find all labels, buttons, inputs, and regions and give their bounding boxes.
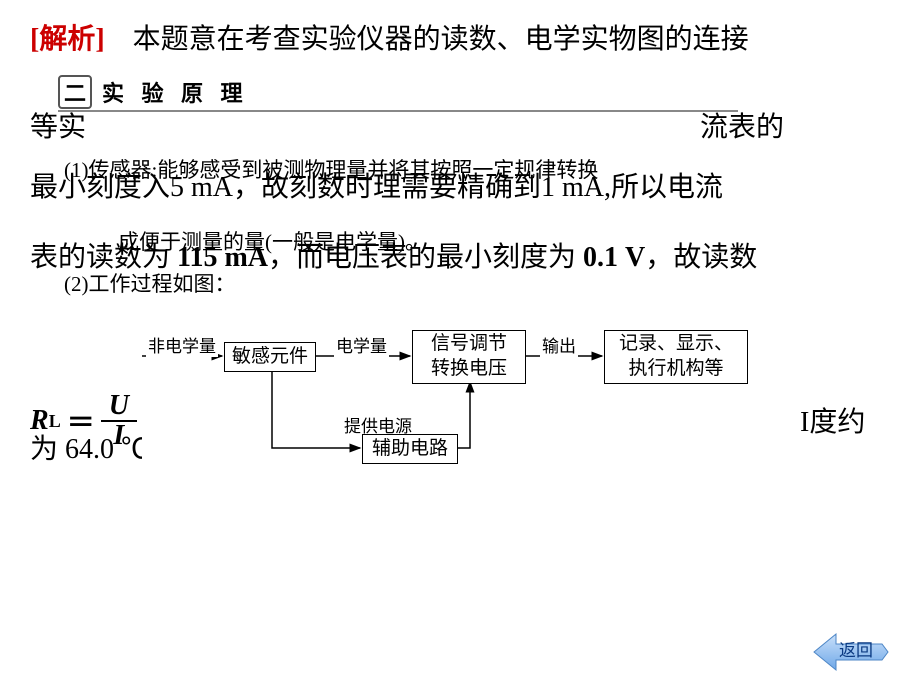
fraction-num: U — [101, 392, 137, 422]
node-sensitive: 敏感元件 — [224, 342, 316, 372]
node-aux: 辅助电路 — [362, 434, 458, 464]
edge-label-2: 电学量 — [334, 332, 389, 357]
l4e: ，故读数 — [645, 242, 757, 273]
node-signal: 信号调节 转换电压 — [412, 330, 526, 384]
analysis-label: [解析] — [30, 24, 105, 55]
edge-label-3: 输出 — [540, 332, 578, 357]
flow-diagram: 非电学量 电学量 输出 提供电源 敏感元件 信号调节 转换电压 记录、显示、 执… — [142, 320, 782, 480]
node3b-label: 执行机构等 — [628, 357, 723, 382]
section-underline — [58, 110, 738, 112]
line-1: [解析] 本题意在考查实验仪器的读数、电学实物图的连接 — [30, 12, 890, 68]
node2a-label: 信号调节 — [431, 332, 507, 357]
return-label: 返回 — [839, 641, 873, 660]
formula-RL: RL＝ U I = — [30, 392, 157, 450]
formula-R: R — [30, 405, 49, 437]
line2-a: 等实 — [30, 112, 86, 143]
temp-tail: I度约 — [800, 400, 865, 440]
overlay-text-1: (1)传感器:能够感受到被测物理量并将其按照一定规律转换 — [64, 154, 884, 184]
overlay-text-3: (2)工作过程如图： — [64, 268, 236, 298]
fraction: U I — [101, 392, 137, 450]
node1-label: 敏感元件 — [232, 345, 308, 370]
line2-b: 流表的 — [700, 112, 784, 143]
formula-sub: L — [49, 411, 61, 432]
node-output: 记录、显示、 执行机构等 — [604, 330, 748, 384]
node2b-label: 转换电压 — [431, 357, 507, 382]
section-number: 二 — [58, 75, 92, 109]
node3a-label: 记录、显示、 — [619, 332, 733, 357]
section-header: 二 实 验 原 理 — [58, 74, 255, 110]
l4v2: 0.1 V — [576, 242, 645, 273]
return-arrow-icon: 返回 — [804, 622, 890, 672]
fraction-den: I — [105, 422, 132, 450]
formula-eq: ＝ — [67, 401, 95, 441]
line1-rest: 本题意在考查实验仪器的读数、电学实物图的连接 — [105, 24, 749, 55]
section-title: 实 验 原 理 — [96, 74, 255, 110]
overlay-text-2: 成便于测量的量(一般是电学量)。 — [118, 226, 426, 256]
node4-label: 辅助电路 — [372, 437, 448, 462]
return-button[interactable]: 返回 — [804, 622, 890, 672]
edge-label-1: 非电学量 — [146, 332, 218, 357]
